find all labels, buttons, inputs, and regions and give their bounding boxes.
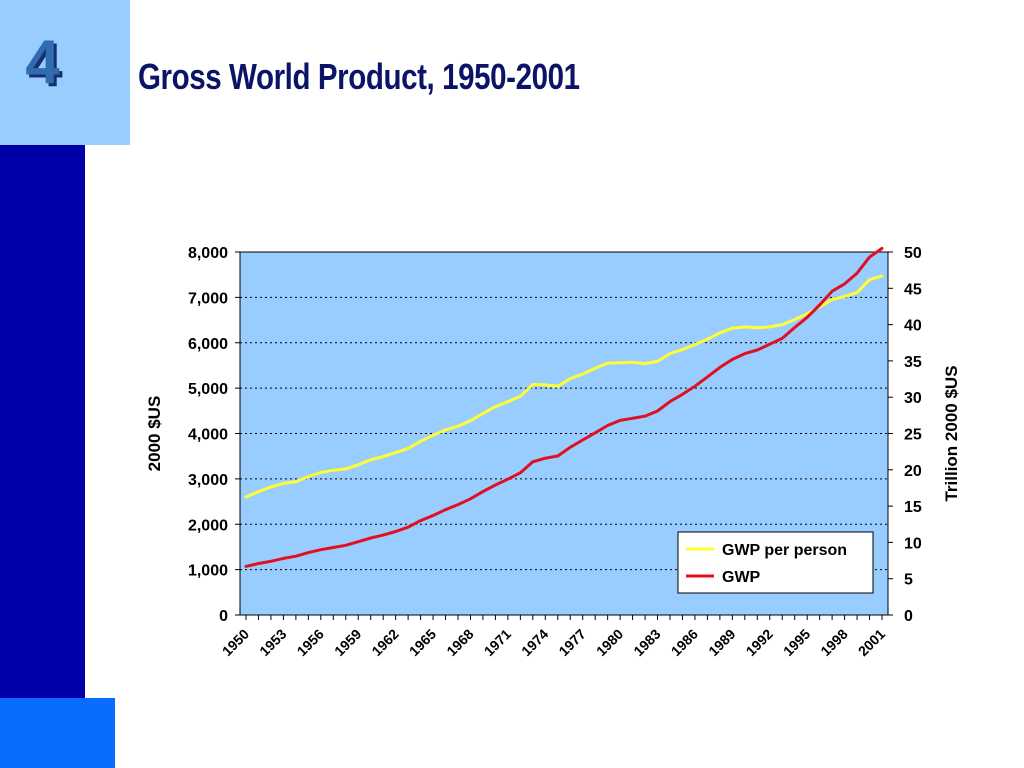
- x-tick-label: 1974: [518, 626, 551, 659]
- x-tick-label: 1968: [443, 626, 476, 659]
- y-right-tick-label: 25: [904, 427, 922, 444]
- y-left-tick-label: 8,000: [188, 245, 228, 262]
- y-left-tick-label: 3,000: [188, 472, 228, 489]
- y-left-axis-label: 2000 $US: [145, 396, 164, 472]
- x-tick-label: 1965: [406, 626, 439, 659]
- legend-label: GWP: [722, 569, 761, 586]
- x-tick-label: 1977: [555, 626, 588, 659]
- y-right-tick-label: 5: [904, 572, 913, 589]
- x-tick-label: 1986: [668, 626, 701, 659]
- x-tick-label: 1959: [331, 626, 364, 659]
- x-tick-label: 1950: [219, 626, 252, 659]
- x-tick-label: 2001: [855, 626, 888, 659]
- x-tick-label: 1980: [593, 626, 626, 659]
- x-tick-label: 1995: [780, 626, 813, 659]
- y-left-tick-label: 2,000: [188, 517, 228, 534]
- y-right-tick-label: 30: [904, 390, 922, 407]
- y-right-tick-label: 40: [904, 318, 922, 335]
- x-tick-label: 1989: [705, 626, 738, 659]
- slide-number: 4: [25, 28, 60, 97]
- y-left-tick-label: 5,000: [188, 381, 228, 398]
- x-tick-label: 1956: [294, 626, 327, 659]
- y-right-tick-label: 50: [904, 245, 922, 262]
- y-left-tick-label: 6,000: [188, 336, 228, 353]
- y-right-tick-label: 15: [904, 499, 922, 516]
- series-line-gwp-per-person: [244, 274, 884, 499]
- series-line-gwp: [244, 246, 884, 568]
- y-right-tick-label: 10: [904, 535, 922, 552]
- x-tick-label: 1953: [256, 626, 289, 659]
- x-tick-label: 1983: [630, 626, 663, 659]
- y-left-tick-label: 0: [219, 608, 228, 625]
- y-right-tick-label: 20: [904, 463, 922, 480]
- legend-label: GWP per person: [722, 542, 847, 559]
- sidebar-bottom-block: [0, 698, 115, 768]
- y-right-tick-label: 45: [904, 281, 922, 298]
- y-left-tick-label: 4,000: [188, 427, 228, 444]
- x-tick-label: 1962: [368, 626, 401, 659]
- y-right-axis-label: Trillion 2000 $US: [942, 365, 961, 501]
- legend-box: [677, 531, 874, 594]
- x-tick-label: 1971: [481, 626, 514, 659]
- slide-title: Gross World Product, 1950-2001: [138, 56, 580, 97]
- y-left-tick-label: 1,000: [188, 563, 228, 580]
- y-right-tick-label: 0: [904, 608, 913, 625]
- y-left-tick-label: 7,000: [188, 290, 228, 307]
- x-tick-label: 1998: [817, 626, 850, 659]
- sidebar-band: [0, 145, 85, 160]
- slide-number-panel: [0, 0, 130, 145]
- x-tick-label: 1992: [743, 626, 776, 659]
- y-right-tick-label: 35: [904, 354, 922, 371]
